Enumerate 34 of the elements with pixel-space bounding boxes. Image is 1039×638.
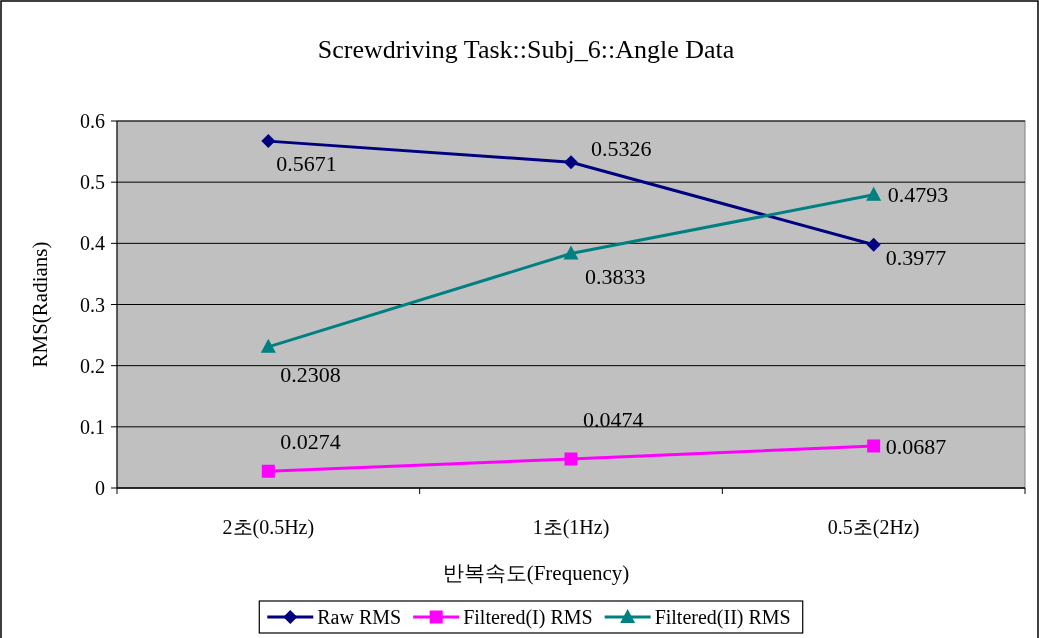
x-tick-label: 2초(0.5Hz) [222,516,315,539]
data-label: 0.0274 [280,429,341,455]
x-tick-label: 1초(1Hz) [532,516,610,539]
y-tick-label: 0 [95,477,105,499]
data-label: 0.2308 [280,361,341,387]
chart-title: Screwdriving Task::Subj_6::Angle Data [317,35,735,64]
y-tick-label: 0.4 [80,232,105,255]
data-label: 0.3833 [585,263,646,289]
data-label: 0.4793 [887,181,949,207]
point [564,452,578,466]
x-tick-label: 0.5초(2Hz) [827,516,920,539]
legend-label: Raw RMS [317,606,402,628]
point [564,155,578,170]
y-tick-label: 0.2 [80,354,105,377]
legend-label: Filtered(II) RMS [654,606,791,629]
point [867,439,881,453]
data-label: 0.5326 [591,136,652,162]
point [261,464,275,478]
point [260,338,276,353]
point [261,134,276,149]
data-label: 0.3977 [885,244,947,270]
y-tick-label: 0.6 [80,110,105,132]
data-label: 0.5671 [276,151,337,177]
y-tick-label: 0.1 [80,415,105,438]
point [866,186,882,201]
y-tick-label: 0.5 [80,171,105,194]
y-axis-title: RMS(Radians) [28,241,52,368]
x-axis-title: 반복속도(Frequency) [442,561,630,585]
data-label: 0.0687 [885,433,947,459]
legend-label: Filtered(I) RMS [463,606,593,629]
point [563,245,579,260]
point [866,237,881,252]
y-tick-label: 0.3 [80,293,105,316]
data-label: 0.0474 [583,407,644,433]
